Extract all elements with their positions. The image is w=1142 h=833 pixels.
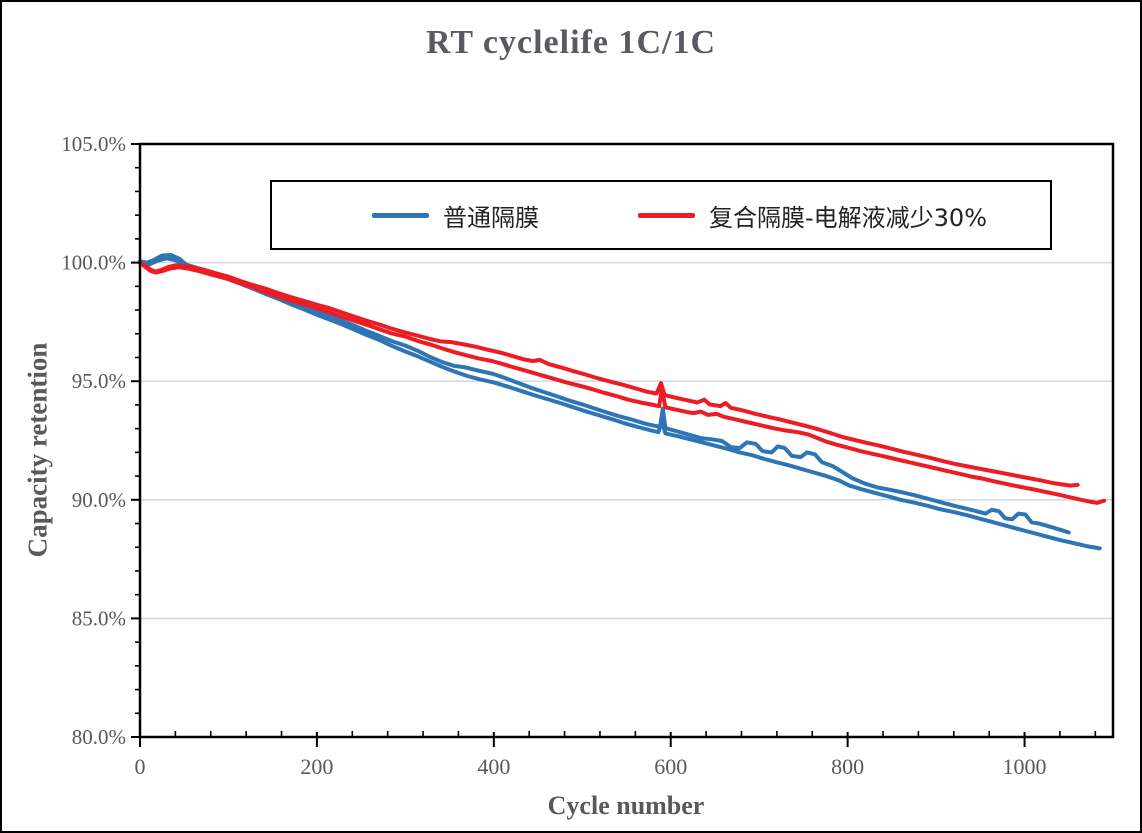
y-tick-label: 85.0% — [72, 606, 126, 630]
x-tick-label: 400 — [477, 754, 510, 779]
legend-label-composite-separator: 复合隔膜-电解液减少30% — [709, 203, 988, 232]
legend-line-sample-blue — [372, 212, 429, 218]
series-line-3 — [138, 260, 1107, 505]
x-axis-title: Cycle number — [547, 791, 705, 820]
legend-item-ordinary-separator: 普通隔膜 — [372, 182, 539, 248]
y-axis-title: Capacity retention — [22, 342, 53, 558]
legend-line-sample-red — [638, 212, 695, 218]
y-tick-label: 90.0% — [72, 488, 126, 512]
legend-item-composite-separator: 复合隔膜-电解液减少30% — [638, 182, 987, 248]
plot-border — [138, 142, 1115, 739]
x-tick-label: 200 — [300, 754, 333, 779]
chart-title: RT cyclelife 1C/1C — [426, 24, 716, 61]
x-tick-label: 0 — [135, 754, 146, 779]
y-tick-label: 95.0% — [72, 369, 126, 393]
x-tick-label: 1000 — [1003, 754, 1047, 779]
series-line-1 — [138, 256, 1102, 551]
y-tick-label: 105.0% — [61, 132, 126, 156]
series-line-2 — [138, 260, 1080, 488]
x-tick-label: 600 — [654, 754, 687, 779]
legend-box: 普通隔膜 复合隔膜-电解液减少30% — [270, 180, 1052, 250]
y-tick-label: 100.0% — [61, 251, 126, 275]
y-tick-label: 80.0% — [72, 725, 126, 749]
series-group — [138, 253, 1107, 551]
x-tick-label: 800 — [831, 754, 864, 779]
legend-label-ordinary-separator: 普通隔膜 — [443, 203, 539, 232]
